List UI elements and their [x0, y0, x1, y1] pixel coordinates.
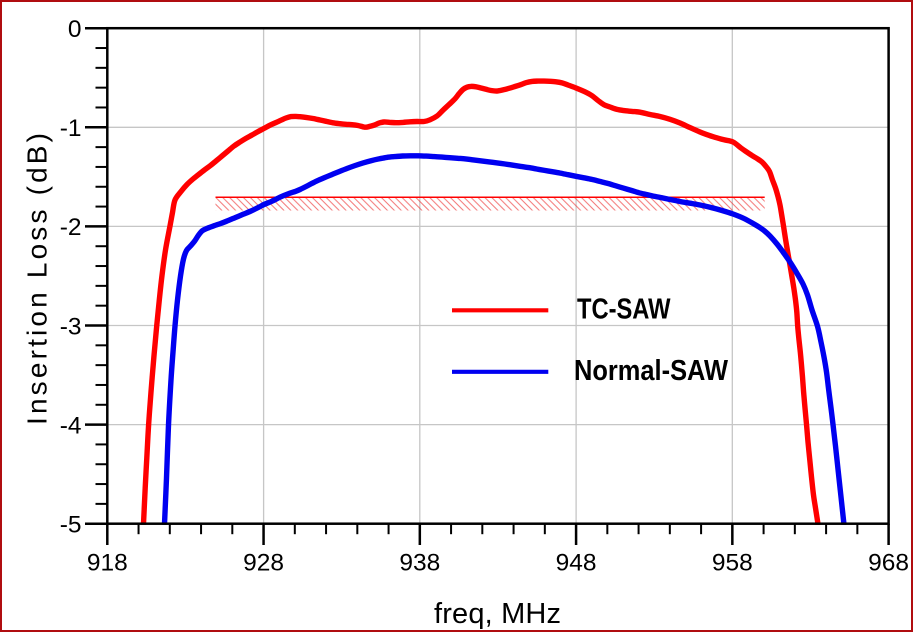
svg-text:freq, MHz: freq, MHz: [434, 598, 561, 630]
svg-text:958: 958: [712, 550, 753, 577]
svg-text:918: 918: [87, 550, 128, 577]
svg-text:-2: -2: [60, 214, 82, 241]
svg-text:Insertion Loss (dB): Insertion Loss (dB): [22, 133, 53, 425]
svg-text:968: 968: [868, 550, 909, 577]
svg-text:-3: -3: [60, 313, 82, 340]
svg-text:928: 928: [243, 550, 284, 577]
svg-text:TC-SAW: TC-SAW: [577, 293, 671, 325]
svg-text:938: 938: [399, 550, 440, 577]
svg-text:-4: -4: [60, 412, 82, 439]
svg-text:0: 0: [68, 16, 82, 43]
svg-text:Normal-SAW: Normal-SAW: [574, 355, 728, 387]
svg-text:948: 948: [556, 550, 597, 577]
svg-text:-5: -5: [60, 512, 82, 539]
svg-text:-1: -1: [60, 115, 82, 142]
